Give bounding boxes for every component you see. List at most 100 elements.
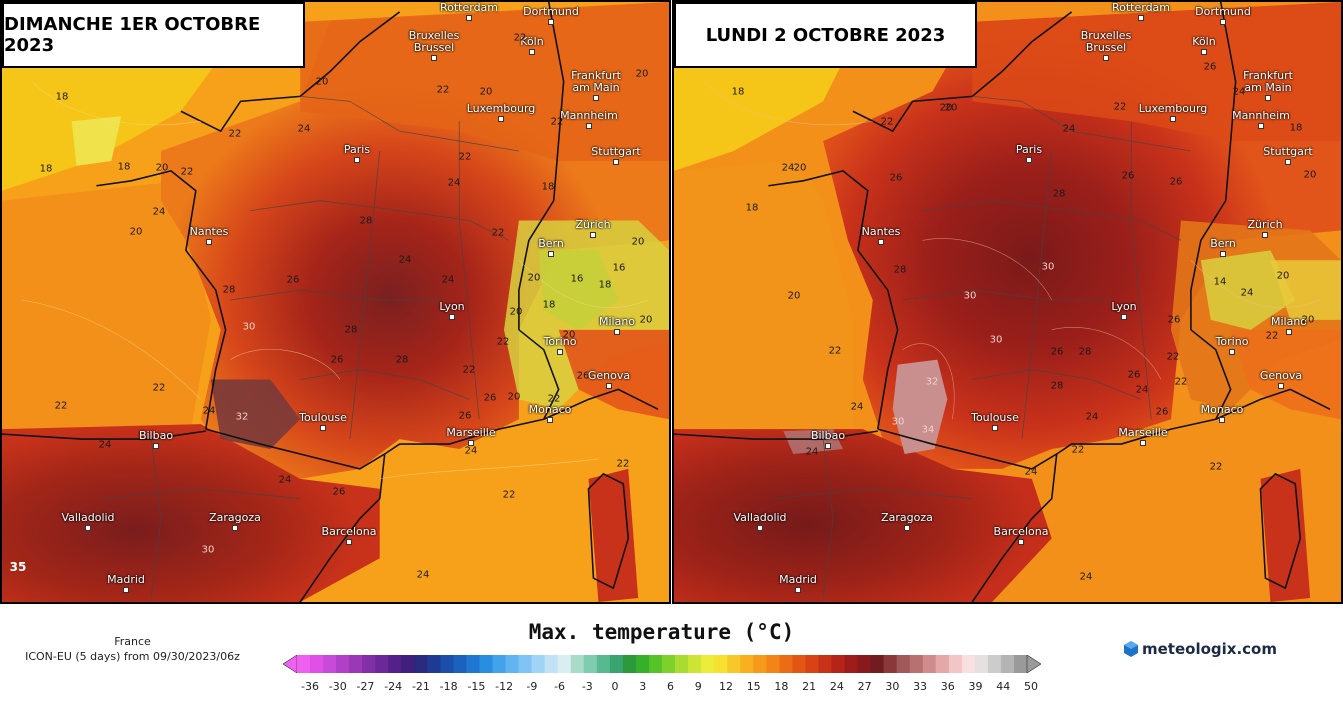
temperature-value: 26 [458, 410, 472, 422]
scale-tick-label: 39 [968, 680, 983, 693]
temperature-value: 22 [1071, 444, 1085, 456]
temperature-value: 22 [547, 393, 561, 405]
temperature-value: 22 [1209, 461, 1223, 473]
city-label: Luxembourg [466, 102, 536, 115]
scale-swatch [635, 655, 650, 673]
scale-swatch [675, 655, 689, 673]
scale-swatch [336, 655, 350, 673]
scale-swatch [935, 655, 950, 673]
city-label: Rotterdam [1111, 1, 1171, 14]
city-marker [593, 95, 599, 101]
city-label: Milano [598, 315, 636, 328]
city-label: Barcelona [993, 525, 1049, 538]
temperature-value: 26 [1169, 176, 1183, 188]
scale-swatch [583, 655, 598, 673]
scale-tick-label: -21 [411, 680, 430, 693]
city-marker [153, 443, 159, 449]
city-label: Köln [1192, 35, 1216, 48]
scale-tick-label: 3 [639, 680, 647, 693]
temperature-value: 24 [152, 206, 166, 218]
scale-swatch [831, 655, 845, 673]
brand-icon [1124, 641, 1138, 657]
city-marker [1026, 157, 1032, 163]
scale-swatch [414, 655, 428, 673]
temperature-value: 22 [513, 32, 527, 44]
city-marker [1265, 95, 1271, 101]
city-label: Lyon [439, 300, 465, 313]
temperature-value: 18 [542, 299, 556, 311]
city-label: Madrid [107, 573, 145, 586]
scale-swatch [766, 655, 780, 673]
scale-tick-label: -30 [328, 680, 347, 693]
scale-tick-label: -15 [467, 680, 486, 693]
scale-swatch [310, 655, 324, 673]
city-marker [498, 116, 504, 122]
city-label: Nantes [189, 225, 229, 238]
city-marker [346, 539, 352, 545]
temperature-value: 20 [315, 76, 329, 88]
temperature-value: 30 [963, 290, 977, 302]
temperature-value: 24 [1062, 123, 1076, 135]
scale-tick-label: 27 [857, 680, 872, 693]
city-marker [878, 239, 884, 245]
city-label: Bern [1210, 237, 1236, 250]
city-marker [1285, 159, 1291, 165]
scale-tick-label: 24 [829, 680, 844, 693]
temperature-value: 22 [491, 227, 505, 239]
city-label: Stuttgart [591, 145, 641, 158]
city-marker [557, 349, 563, 355]
city-marker [613, 159, 619, 165]
scale-tick-label: -3 [581, 680, 593, 693]
city-marker [1258, 123, 1264, 129]
city-label: Genova [587, 369, 631, 382]
city-label: Bilbao [810, 429, 846, 442]
temperature-value: 30 [242, 321, 256, 333]
city-marker [529, 49, 535, 55]
city-marker [320, 425, 326, 431]
city-label: Bruxelles Brussel [408, 29, 460, 54]
temperature-value: 24 [805, 446, 819, 458]
footer: France ICON-EU (5 days) from 09/30/2023/… [0, 606, 1343, 706]
temperature-value: 26 [889, 172, 903, 184]
scale-swatch [427, 655, 441, 673]
scale-tick-label: 30 [885, 680, 900, 693]
date-label: DIMANCHE 1ER OCTOBRE 2023 [2, 2, 305, 68]
scale-swatch [857, 655, 871, 673]
temperature-value: 30 [989, 334, 1003, 346]
temperature-value: 26 [332, 486, 346, 498]
city-label: Barcelona [321, 525, 377, 538]
temperature-value: 24 [98, 439, 112, 451]
temperature-value: 20 [509, 306, 523, 318]
temperature-value: 24 [781, 162, 795, 174]
temperature-value: 22 [180, 166, 194, 178]
city-label: Bilbao [138, 429, 174, 442]
scale-swatch [961, 655, 976, 673]
city-marker [354, 157, 360, 163]
temperature-value: 20 [639, 314, 653, 326]
scale-swatch [753, 655, 767, 673]
temperature-value: 22 [54, 400, 68, 412]
scale-swatch [883, 655, 898, 673]
city-marker [825, 443, 831, 449]
scale-swatch [740, 655, 754, 673]
city-label: Mannheim [1232, 109, 1290, 122]
city-label: Zaragoza [209, 511, 261, 524]
temperature-value: 24 [278, 474, 292, 486]
temperature-value: 24 [1024, 466, 1038, 478]
city-marker [232, 525, 238, 531]
city-label: Luxembourg [1138, 102, 1208, 115]
temperature-value: 20 [479, 86, 493, 98]
city-marker [431, 55, 437, 61]
temperature-value: 20 [793, 162, 807, 174]
temperature-value: 24 [441, 274, 455, 286]
city-label: Torino [543, 335, 577, 348]
scale-swatch [922, 655, 937, 673]
temperature-value: 24 [297, 123, 311, 135]
city-marker [757, 525, 763, 531]
temperature-value: 24 [1135, 384, 1149, 396]
temperature-value: 18 [731, 86, 745, 98]
temperature-value: 22 [496, 336, 510, 348]
temperature-value: 18 [598, 279, 612, 291]
temperature-value: 24 [398, 254, 412, 266]
temperature-value: 26 [1203, 61, 1217, 73]
